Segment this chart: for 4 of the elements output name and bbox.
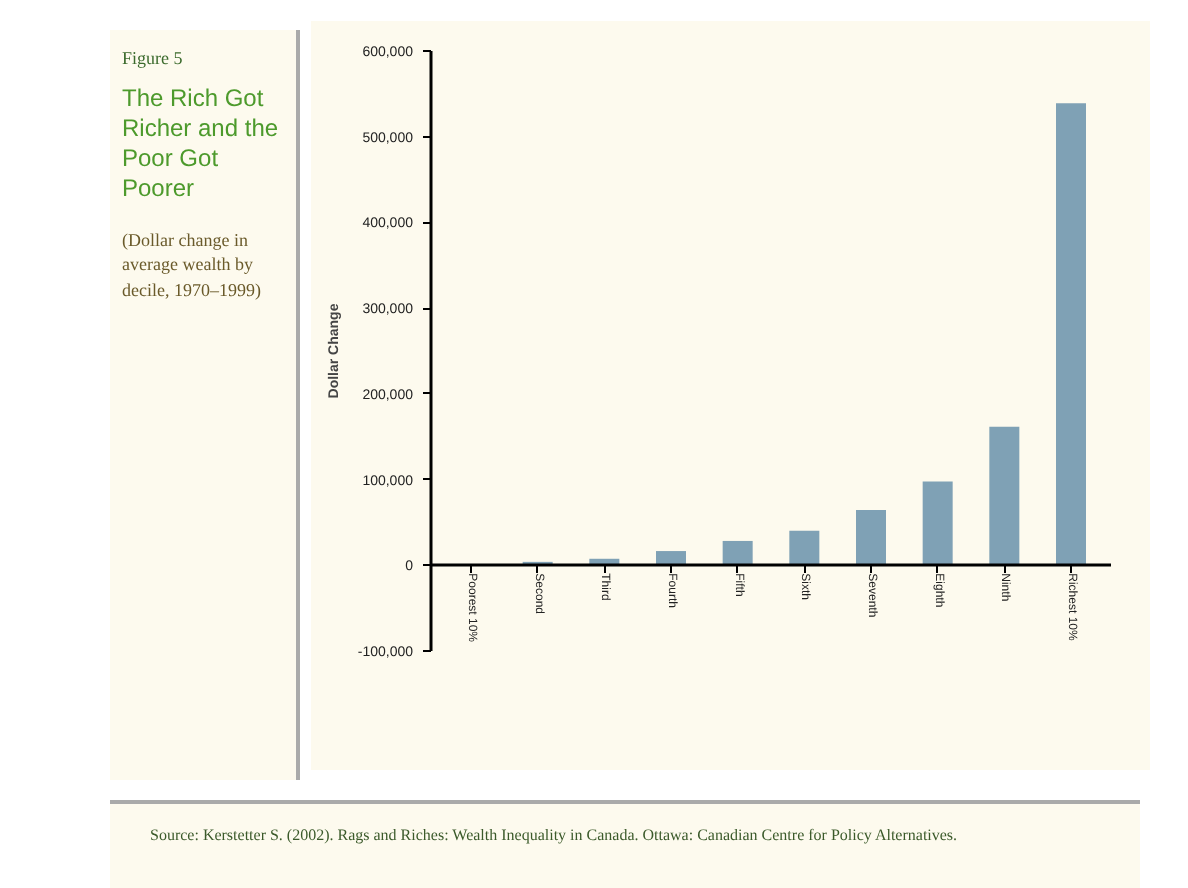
caption: Figure 5 — [122, 46, 185, 72]
text: (Dollar change in average wealth by decile, 1970–1999) — [122, 227, 263, 304]
source-note: Source: Kerstetter S. (2002). Rags and Riches: Wealth Inequality in Canada. Ottawa: Canadian Centre for Policy Alternatives. — [150, 824, 958, 847]
text: The Rich Got Richer and the Poor Got Poorer — [122, 83, 281, 204]
